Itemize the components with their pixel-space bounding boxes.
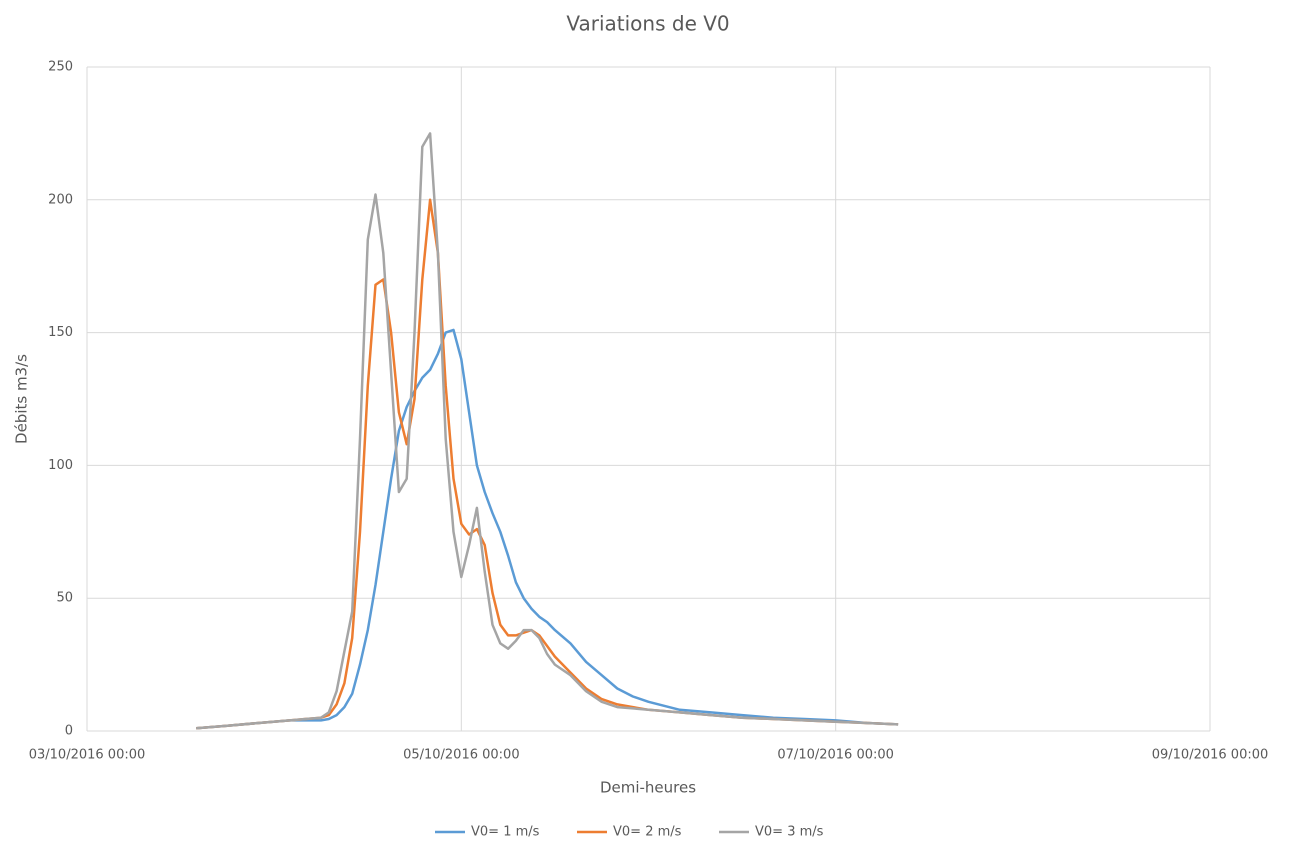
series-line: [196, 198, 899, 730]
series-line: [196, 328, 899, 730]
legend-label: V0= 3 m/s: [755, 825, 824, 840]
y-tick-label: 150: [48, 325, 73, 340]
series-line: [196, 132, 899, 730]
chart-title: Variations de V0: [566, 12, 729, 36]
x-tick-label: 07/10/2016 00:00: [777, 748, 894, 763]
legend-label: V0= 2 m/s: [613, 825, 682, 840]
y-tick-label: 200: [48, 192, 73, 207]
x-tick-label: 05/10/2016 00:00: [403, 748, 520, 763]
x-tick-label: 03/10/2016 00:00: [29, 748, 146, 763]
x-axis-label: Demi-heures: [600, 779, 696, 797]
y-tick-label: 50: [56, 591, 73, 606]
x-tick-label: 09/10/2016 00:00: [1152, 748, 1269, 763]
y-tick-label: 0: [65, 724, 73, 739]
y-tick-label: 100: [48, 458, 73, 473]
y-axis-label: Débits m3/s: [13, 354, 31, 444]
legend-label: V0= 1 m/s: [471, 825, 540, 840]
y-tick-label: 250: [48, 60, 73, 75]
